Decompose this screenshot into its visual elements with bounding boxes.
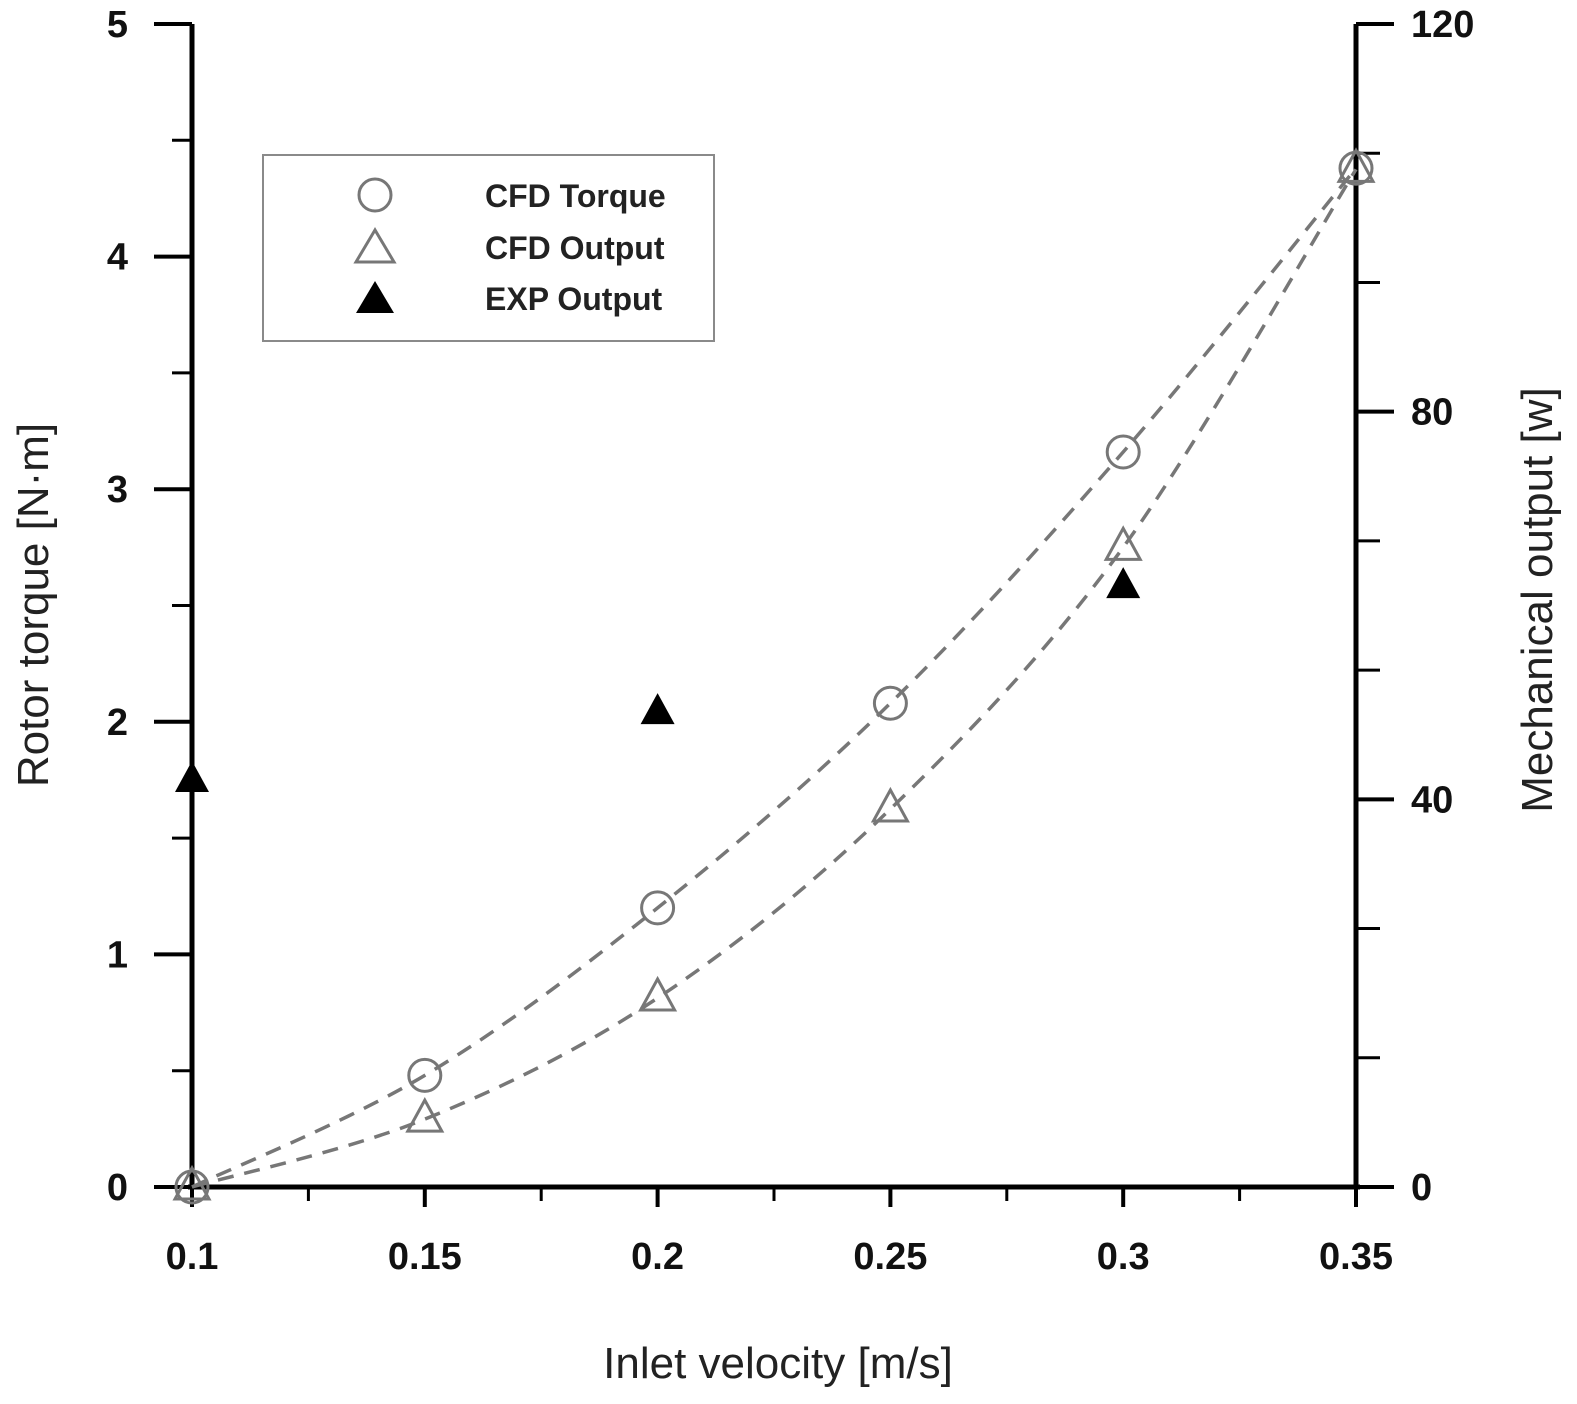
y-left-tick-label: 4 xyxy=(107,237,128,279)
point-cfd-output xyxy=(405,1097,445,1133)
data-points xyxy=(172,147,1376,1205)
x-tick-label: 0.25 xyxy=(853,1236,927,1278)
y-left-tick-label: 5 xyxy=(107,4,128,46)
y-right-axis-title: Mechanical output [w] xyxy=(1513,387,1562,813)
trend-curve-cfd-torque xyxy=(191,167,1358,1189)
y-left-axis-title: Rotor torque [N·m] xyxy=(9,423,58,787)
point-cfd-output xyxy=(638,975,678,1012)
x-tick-label: 0.2 xyxy=(631,1236,684,1278)
legend-marker-exp-output xyxy=(356,281,394,313)
legend-label-exp-output: EXP Output xyxy=(485,281,663,317)
x-axis-title: Inlet velocity [m/s] xyxy=(603,1339,953,1388)
point-exp-output xyxy=(640,693,675,725)
point-cfd-output xyxy=(1336,147,1376,183)
point-cfd-torque xyxy=(872,685,908,721)
ticks: 0.1 0.15 0.2 0.25 0.3 0.35 0 1 2 3 4 5 0 40 80 120 xyxy=(107,4,1475,1278)
legend: CFD Torque CFD Output EXP Output xyxy=(262,154,715,342)
point-cfd-output xyxy=(1103,525,1143,561)
point-cfd-torque xyxy=(640,890,676,926)
y-left-tick-label: 3 xyxy=(107,469,128,511)
point-cfd-torque xyxy=(1105,434,1141,470)
point-cfd-output xyxy=(172,1164,212,1201)
point-cfd-torque xyxy=(407,1057,443,1093)
point-exp-output xyxy=(1106,567,1141,599)
legend-marker-cfd-torque xyxy=(357,177,393,213)
y-right-tick-label: 0 xyxy=(1411,1167,1432,1209)
x-tick-label: 0.3 xyxy=(1097,1236,1150,1278)
legend-label-cfd-output: CFD Output xyxy=(485,230,665,266)
point-exp-output xyxy=(175,760,209,792)
legend-marker-cfd-output xyxy=(353,227,397,264)
legend-label-cfd-torque: CFD Torque xyxy=(485,178,666,214)
y-left-tick-label: 0 xyxy=(107,1167,128,1209)
y-left-tick-label: 2 xyxy=(107,702,128,744)
trend-curves xyxy=(191,167,1358,1189)
y-right-tick-label: 120 xyxy=(1411,4,1474,46)
y-right-tick-label: 40 xyxy=(1411,779,1453,821)
legend-box xyxy=(262,154,715,342)
x-tick-label: 0.1 xyxy=(166,1236,219,1278)
point-cfd-output xyxy=(870,786,910,823)
y-right-tick-label: 80 xyxy=(1411,392,1453,434)
x-tick-label: 0.35 xyxy=(1319,1236,1393,1278)
trend-curve-cfd-output xyxy=(191,168,1358,1189)
x-tick-label: 0.15 xyxy=(388,1236,462,1278)
y-left-tick-label: 1 xyxy=(107,934,128,976)
